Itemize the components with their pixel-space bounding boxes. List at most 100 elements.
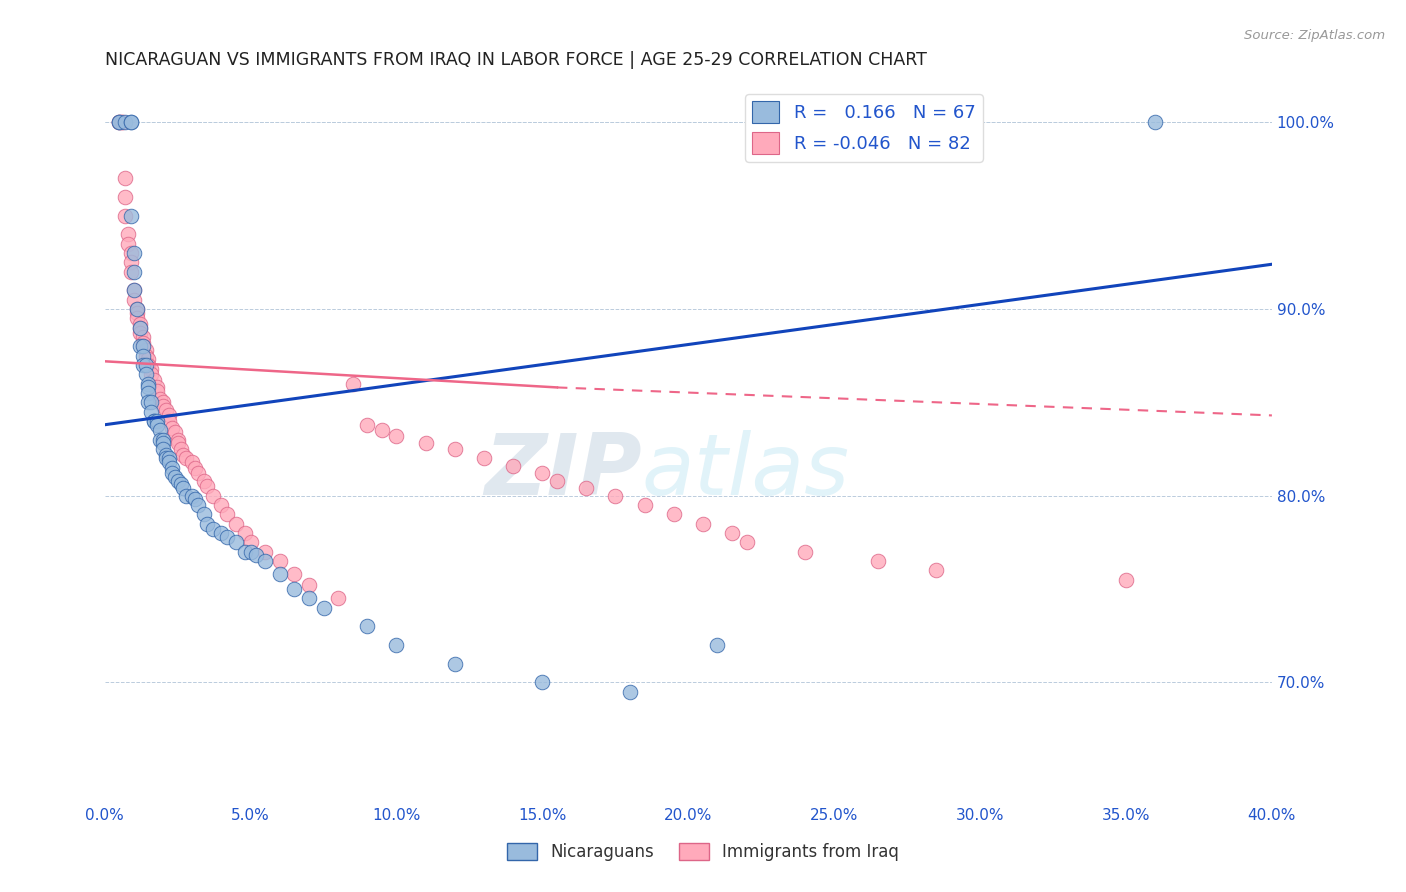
Point: [114, 171, 136, 186]
Point: [111, 115, 134, 129]
Point: [201, 522, 224, 536]
Point: [172, 448, 194, 462]
Point: [326, 591, 349, 606]
Point: [108, 115, 131, 129]
Point: [157, 414, 180, 428]
Point: [149, 433, 172, 447]
Point: [128, 339, 150, 353]
Point: [662, 508, 685, 522]
Point: [176, 451, 198, 466]
Point: [160, 421, 183, 435]
Point: [157, 409, 180, 423]
Point: [187, 467, 209, 481]
Point: [176, 489, 198, 503]
Point: [111, 115, 134, 129]
Point: [152, 395, 174, 409]
Point: [125, 311, 148, 326]
Point: [157, 451, 180, 466]
Point: [141, 361, 163, 376]
Point: [217, 530, 239, 544]
Point: [269, 567, 291, 582]
Point: [122, 246, 145, 260]
Point: [225, 535, 247, 549]
Point: [155, 448, 177, 462]
Point: [195, 479, 218, 493]
Point: [298, 578, 321, 592]
Point: [125, 301, 148, 316]
Point: [160, 467, 183, 481]
Point: [254, 554, 277, 568]
Point: [619, 684, 641, 698]
Point: [122, 284, 145, 298]
Point: [149, 392, 172, 406]
Point: [209, 498, 232, 512]
Point: [117, 227, 139, 242]
Point: [131, 349, 153, 363]
Point: [692, 516, 714, 531]
Point: [149, 423, 172, 437]
Point: [141, 405, 163, 419]
Point: [502, 458, 524, 473]
Point: [120, 209, 142, 223]
Point: [356, 619, 378, 633]
Point: [546, 474, 568, 488]
Point: [157, 455, 180, 469]
Point: [108, 115, 131, 129]
Point: [298, 591, 321, 606]
Point: [143, 414, 166, 428]
Point: [114, 190, 136, 204]
Point: [122, 265, 145, 279]
Point: [131, 339, 153, 353]
Point: [138, 376, 160, 391]
Point: [181, 455, 204, 469]
Point: [128, 320, 150, 334]
Point: [233, 544, 256, 558]
Point: [385, 429, 408, 443]
Text: atlas: atlas: [641, 430, 849, 513]
Point: [135, 349, 157, 363]
Point: [531, 467, 554, 481]
Point: [120, 265, 142, 279]
Point: [120, 255, 142, 269]
Point: [117, 236, 139, 251]
Point: [166, 433, 188, 447]
Text: NICARAGUAN VS IMMIGRANTS FROM IRAQ IN LABOR FORCE | AGE 25-29 CORRELATION CHART: NICARAGUAN VS IMMIGRANTS FROM IRAQ IN LA…: [104, 51, 927, 69]
Point: [160, 460, 183, 475]
Point: [152, 436, 174, 450]
Point: [138, 395, 160, 409]
Legend: R =   0.166   N = 67, R = -0.046   N = 82: R = 0.166 N = 67, R = -0.046 N = 82: [745, 94, 983, 161]
Point: [138, 386, 160, 401]
Point: [135, 358, 157, 372]
Point: [184, 492, 207, 507]
Point: [163, 470, 186, 484]
Point: [166, 474, 188, 488]
Point: [138, 380, 160, 394]
Point: [187, 498, 209, 512]
Point: [146, 384, 169, 399]
Point: [209, 526, 232, 541]
Point: [193, 474, 215, 488]
Point: [135, 343, 157, 357]
Point: [312, 600, 335, 615]
Text: ZIP: ZIP: [484, 430, 641, 513]
Point: [120, 115, 142, 129]
Point: [155, 402, 177, 417]
Point: [131, 335, 153, 350]
Legend: Nicaraguans, Immigrants from Iraq: Nicaraguans, Immigrants from Iraq: [501, 836, 905, 868]
Point: [146, 380, 169, 394]
Point: [239, 535, 262, 549]
Point: [122, 284, 145, 298]
Point: [217, 508, 239, 522]
Point: [143, 373, 166, 387]
Point: [114, 209, 136, 223]
Point: [128, 320, 150, 334]
Point: [169, 477, 191, 491]
Point: [131, 339, 153, 353]
Point: [131, 358, 153, 372]
Point: [128, 326, 150, 341]
Point: [721, 526, 744, 541]
Point: [138, 352, 160, 367]
Point: [245, 549, 267, 563]
Point: [925, 563, 948, 577]
Point: [1115, 573, 1137, 587]
